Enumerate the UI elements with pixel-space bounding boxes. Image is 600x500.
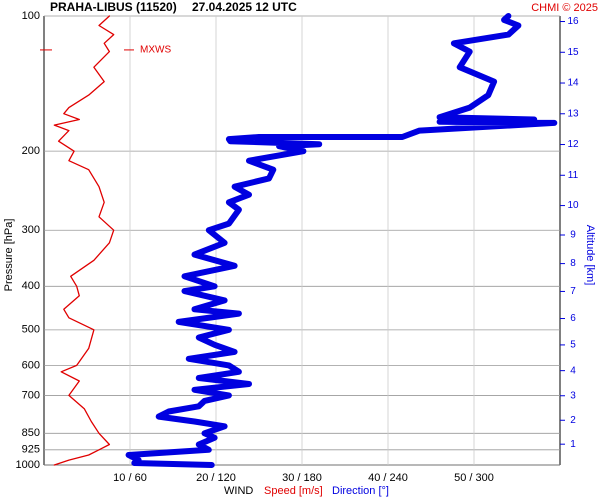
- y-tick-label: 1000: [16, 459, 40, 471]
- chart-title: PRAHA-LIBUS (11520): [50, 0, 177, 14]
- y2-tick-label: 16: [567, 16, 579, 27]
- y-tick-label: 600: [22, 359, 40, 371]
- y2-tick-label: 11: [568, 170, 579, 181]
- x-tick-label: 40 / 240: [368, 472, 408, 484]
- y2-tick-label: 1: [570, 439, 576, 450]
- x-tick-label: 10 / 60: [113, 472, 147, 484]
- y2-tick-label: 6: [570, 313, 576, 324]
- mxws-label: MXWS: [140, 45, 171, 56]
- y2-tick-label: 12: [567, 139, 579, 150]
- x-tick-label: 30 / 180: [282, 472, 322, 484]
- y-tick-label: 200: [22, 145, 40, 157]
- y2-tick-label: 4: [570, 365, 576, 376]
- y2-tick-label: 10: [567, 200, 579, 211]
- y-tick-label: 100: [22, 10, 40, 22]
- x-axis-label-speed: Speed [m/s]: [264, 485, 323, 497]
- y2-tick-label: 13: [567, 108, 579, 119]
- y2-tick-label: 5: [570, 340, 576, 351]
- credit: CHMI © 2025: [531, 2, 598, 14]
- y-tick-label: 700: [22, 389, 40, 401]
- y-axis-label: Pressure [hPa]: [3, 219, 15, 292]
- y2-tick-label: 9: [570, 230, 576, 241]
- series-line: [125, 13, 558, 468]
- series-line: [53, 15, 115, 466]
- y2-tick-label: 15: [567, 47, 579, 58]
- y2-axis-label: Altitude [km]: [584, 225, 596, 286]
- y-tick-label: 500: [22, 324, 40, 336]
- y2-tick-label: 14: [567, 78, 579, 89]
- y-tick-label: 400: [22, 280, 40, 292]
- y-tick-label: 850: [22, 427, 40, 439]
- y-tick-label: 300: [22, 224, 40, 236]
- x-tick-label: 20 / 120: [196, 472, 236, 484]
- y2-tick-label: 8: [570, 258, 576, 269]
- chart-subtitle: 27.04.2025 12 UTC: [192, 0, 297, 14]
- y2-tick-label: 3: [570, 390, 576, 401]
- x-axis-label-direction: Direction [°]: [332, 485, 389, 497]
- x-axis-label: WIND: [224, 485, 253, 497]
- y2-tick-label: 2: [570, 415, 576, 426]
- x-tick-label: 50 / 300: [454, 472, 494, 484]
- y-tick-label: 925: [22, 444, 40, 456]
- y2-tick-label: 7: [570, 286, 576, 297]
